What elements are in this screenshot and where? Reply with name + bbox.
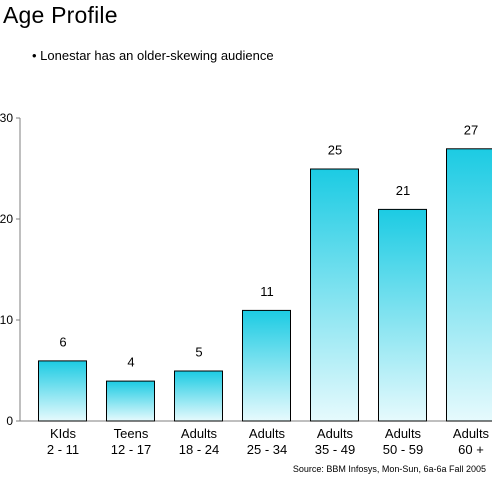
data-label: 6 (59, 334, 66, 349)
x-tick-label: 18 - 24 (179, 442, 219, 457)
x-tick-label: 2 - 11 (47, 442, 79, 457)
bar (446, 148, 492, 422)
data-label: 21 (396, 183, 410, 198)
page-title: Age Profile (3, 2, 118, 28)
x-tick-label: Adults (453, 426, 490, 441)
data-label: 4 (127, 355, 134, 370)
x-tick-label: Adults (181, 426, 218, 441)
x-tick-label: 12 - 17 (111, 442, 151, 457)
x-tick-label: Adults (249, 426, 286, 441)
x-tick-label: Adults (317, 426, 354, 441)
bar (310, 168, 359, 422)
x-tick-label: Teens (114, 426, 149, 441)
data-label: 5 (195, 345, 202, 360)
x-tick-label: Adults (385, 426, 422, 441)
data-label: 27 (464, 122, 478, 137)
data-label: 11 (260, 284, 274, 299)
x-tick-label: 50 - 59 (383, 442, 423, 457)
bar (106, 380, 155, 422)
x-tick-label: 25 - 34 (247, 442, 287, 457)
y-tick-label: 20 (0, 212, 13, 226)
bar (174, 370, 223, 422)
x-tick-label: KIds (50, 426, 77, 441)
bar (242, 309, 291, 422)
subtitle-bullet: • Lonestar has an older-skewing audience (32, 48, 274, 63)
data-label: 25 (328, 143, 342, 158)
x-tick-label: 35 - 49 (315, 442, 355, 457)
bar (378, 208, 427, 422)
bar (38, 360, 87, 422)
source-note: Source: BBM Infosys, Mon-Sun, 6a-6a Fall… (292, 464, 486, 474)
y-tick-label: 30 (0, 111, 13, 125)
y-tick-label: 0 (6, 414, 13, 428)
y-tick-label: 10 (0, 313, 13, 327)
x-tick-label: 60 + (458, 442, 484, 457)
